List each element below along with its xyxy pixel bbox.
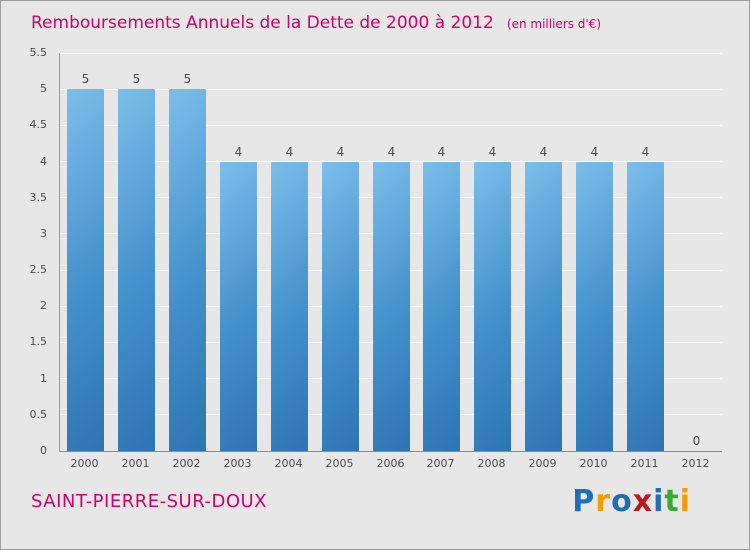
bar [67, 89, 104, 451]
bar [169, 89, 206, 451]
gridline [60, 88, 722, 90]
bar-value-label: 4 [387, 145, 396, 159]
x-tick-label: 2000 [70, 457, 99, 470]
y-tick-label: 1 [40, 371, 47, 385]
y-tick-label: 0.5 [29, 407, 48, 421]
y-tick-label: 4 [40, 154, 47, 168]
bar [576, 162, 613, 451]
y-tick-label: 2.5 [29, 263, 48, 277]
commune-name: SAINT-PIERRE-SUR-DOUX [31, 491, 268, 512]
x-tick-label: 2006 [376, 457, 405, 470]
x-tick-label: 2005 [325, 457, 354, 470]
y-axis-labels: 0 0.5 1 1.5 2 2.5 3 3.5 4 4.5 5 5.5 [1, 46, 53, 457]
y-tick-label: 3 [40, 226, 47, 240]
bar-value-label: 4 [641, 145, 650, 159]
bar [474, 162, 511, 451]
bar-value-label: 4 [285, 145, 294, 159]
bar-value-label: 4 [437, 145, 446, 159]
bar-value-label: 5 [81, 72, 90, 86]
y-tick-label: 0 [40, 444, 47, 457]
x-tick-label: 2012 [681, 457, 710, 470]
logo-letter: x [632, 484, 654, 519]
bar-value-label: 4 [488, 145, 497, 159]
gridline [60, 52, 722, 54]
logo-letter: o [611, 484, 633, 519]
title-row: Remboursements Annuels de la Dette de 20… [31, 13, 601, 33]
logo-letter: P [572, 484, 596, 519]
bar-value-label: 0 [692, 434, 701, 448]
bar [322, 162, 359, 451]
gridline [60, 124, 722, 126]
proxiti-logo: Proxiti [572, 484, 691, 519]
y-tick-label: 2 [40, 299, 47, 313]
x-tick-label: 2011 [630, 457, 659, 470]
y-tick-label: 5.5 [29, 46, 48, 59]
x-tick-label: 2003 [223, 457, 252, 470]
plot-area: 5 5 5 4 4 4 4 4 4 4 4 4 0 [59, 52, 722, 452]
bar-value-label: 4 [234, 145, 243, 159]
gridline [60, 161, 722, 163]
bar [220, 162, 257, 451]
y-tick-label: 5 [40, 82, 47, 96]
x-tick-label: 2001 [121, 457, 150, 470]
x-tick-label: 2008 [477, 457, 506, 470]
x-tick-label: 2007 [426, 457, 455, 470]
logo-letter: i [653, 484, 665, 519]
logo-letter: t [664, 484, 680, 519]
logo-letter: r [595, 484, 612, 519]
y-tick-label: 1.5 [29, 335, 48, 349]
x-tick-label: 2004 [274, 457, 303, 470]
bar-value-label: 5 [183, 72, 192, 86]
bar [627, 162, 664, 451]
logo-letter: i [679, 484, 691, 519]
y-tick-label: 4.5 [29, 118, 48, 132]
bar-value-label: 4 [336, 145, 345, 159]
bar [525, 162, 562, 451]
x-axis-labels: 2000 2001 2002 2003 2004 2005 2006 2007 2008 2009… [59, 457, 721, 473]
x-tick-label: 2010 [579, 457, 608, 470]
bar [118, 89, 155, 451]
x-tick-label: 2002 [172, 457, 201, 470]
bar [423, 162, 460, 451]
bar-value-label: 5 [132, 72, 141, 86]
y-tick-label: 3.5 [29, 190, 48, 204]
bar-value-label: 4 [590, 145, 599, 159]
bar [373, 162, 410, 451]
x-tick-label: 2009 [528, 457, 557, 470]
bar-value-label: 4 [539, 145, 548, 159]
chart-title: Remboursements Annuels de la Dette de 20… [31, 13, 494, 33]
chart-subtitle: (en milliers d'€) [506, 17, 602, 31]
bar [271, 162, 308, 451]
